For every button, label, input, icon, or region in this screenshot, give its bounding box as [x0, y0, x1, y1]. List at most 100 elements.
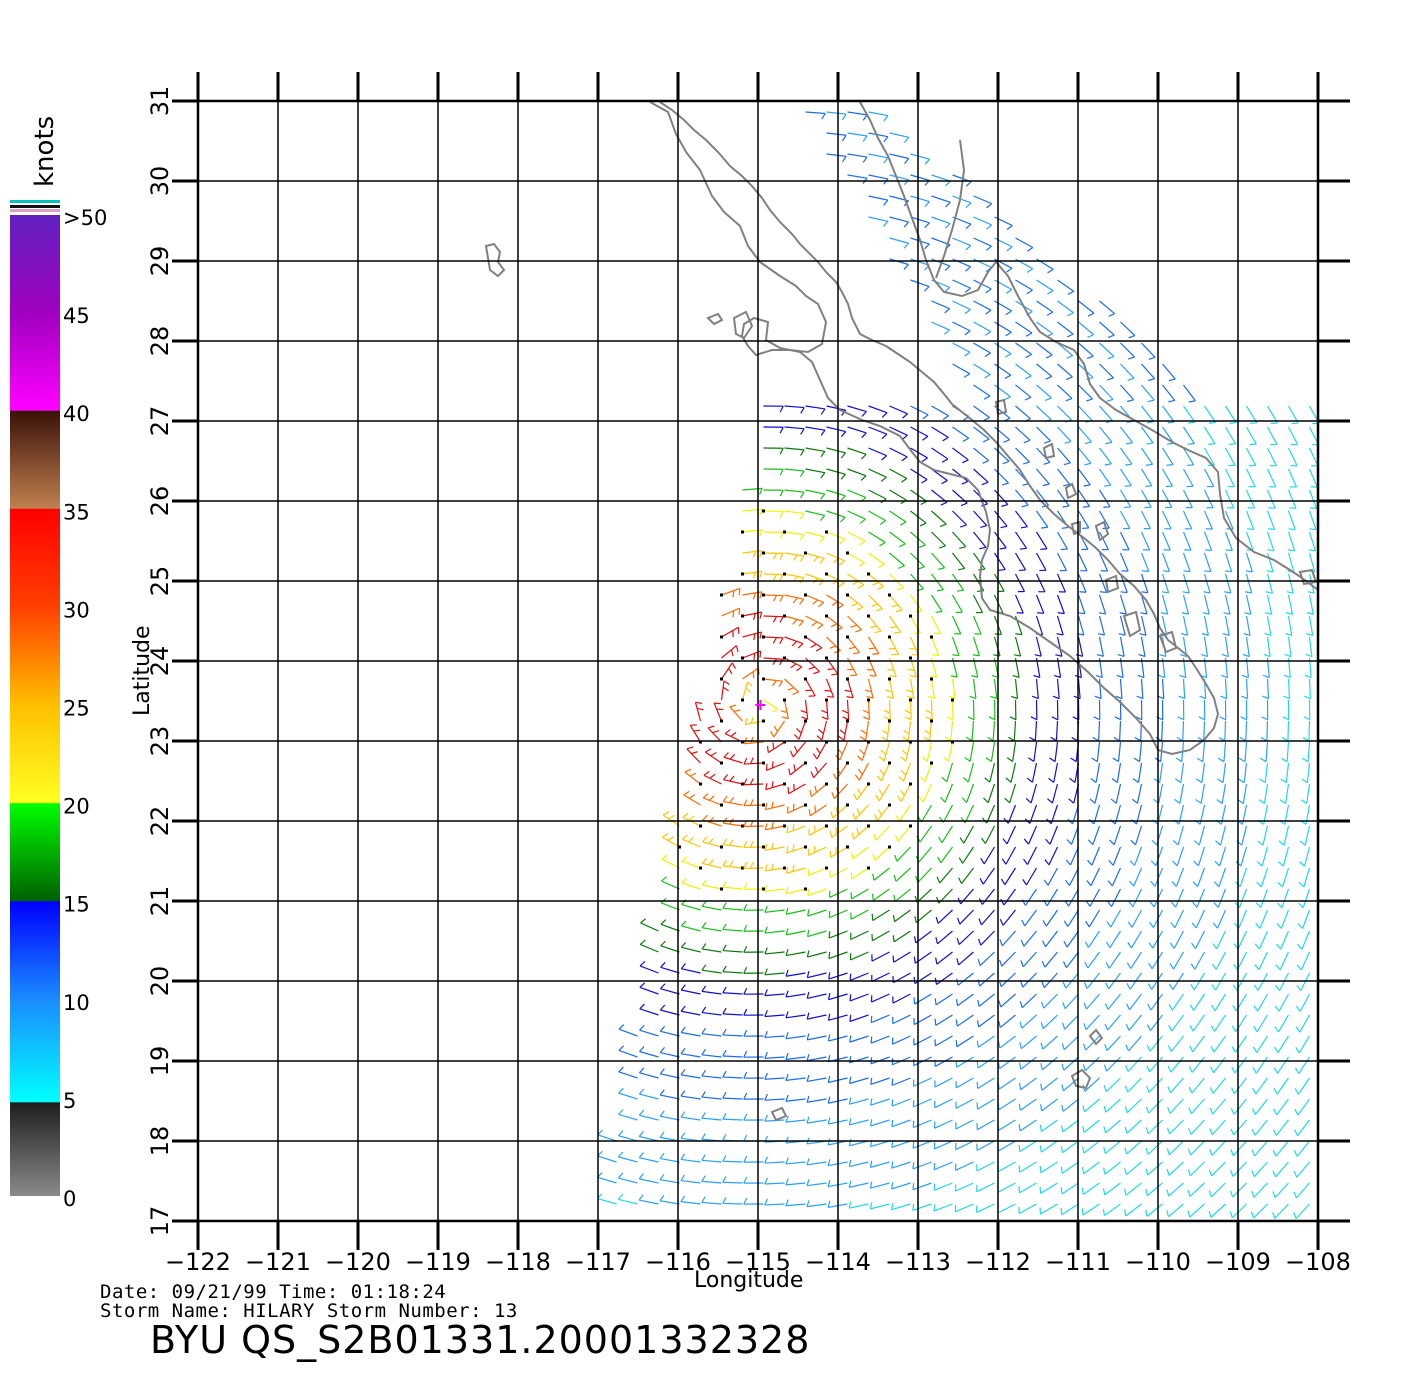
wind-barb [1179, 674, 1186, 679]
wind-barb [808, 666, 816, 670]
wind-barb [1081, 1167, 1085, 1174]
wind-barb [785, 887, 789, 894]
wind-barb [701, 1117, 722, 1121]
wind-barb [925, 716, 933, 721]
wind-barb [1296, 1182, 1310, 1199]
wind-barb [1180, 653, 1187, 658]
wind-barb [744, 718, 748, 725]
wind-barb [1232, 1182, 1247, 1198]
wind-barb [1047, 798, 1053, 804]
wind-barb [722, 774, 729, 781]
wind-barb [1182, 573, 1190, 594]
wind-barb [973, 531, 987, 548]
wind-barb [900, 789, 905, 796]
wind-barb [849, 1119, 869, 1126]
wind-barb [1149, 1056, 1163, 1073]
wind-barb [1045, 930, 1058, 948]
wind-barb [1190, 963, 1196, 970]
wind-barb [1036, 342, 1053, 356]
wind-barb [842, 716, 849, 721]
wind-barb [1107, 880, 1113, 887]
wind-barb [618, 1156, 638, 1163]
wind-barb [1071, 736, 1078, 742]
wind-barb [1015, 510, 1028, 528]
rain-flag [762, 887, 765, 891]
wind-barb [1245, 594, 1252, 615]
wind-barb [952, 195, 972, 204]
wind-barb [765, 804, 785, 811]
wind-barb [723, 752, 729, 758]
wind-barb [847, 153, 868, 158]
wind-barb [1106, 941, 1111, 949]
wind-barb [721, 645, 737, 659]
wind-barb [659, 1195, 665, 1202]
wind-barb [857, 768, 863, 775]
wind-barb [1036, 510, 1049, 528]
rain-flag [909, 782, 912, 786]
wind-barb [772, 616, 778, 623]
wind-barb [659, 1110, 665, 1117]
wind-barb [1084, 961, 1089, 969]
wind-barb [849, 1014, 852, 1022]
wind-barb [951, 636, 960, 656]
wind-barb [785, 1094, 789, 1102]
wind-barb [1208, 1210, 1212, 1218]
wind-barb [893, 874, 897, 882]
wind-barb [965, 245, 972, 251]
wind-barb [815, 647, 823, 652]
wind-barb [1078, 612, 1086, 615]
rain-flag [720, 845, 723, 849]
wind-barb [944, 265, 951, 272]
wind-barb [1196, 778, 1203, 784]
wind-barb [1154, 867, 1164, 887]
wind-barb [1224, 468, 1235, 487]
wind-barb [1162, 570, 1170, 573]
wind-barb [1083, 484, 1091, 487]
wind-barb [639, 961, 646, 967]
wind-barb [747, 681, 753, 687]
wind-barb [723, 800, 743, 806]
wind-barb [921, 457, 928, 463]
wind-barb [937, 909, 953, 924]
wind-barb [944, 308, 951, 314]
wind-barb [1077, 510, 1090, 529]
wind-barb [680, 1026, 686, 1033]
wind-barb [805, 552, 825, 560]
wind-barb [1062, 1140, 1079, 1154]
wind-barb [690, 724, 697, 726]
wind-barb [689, 772, 697, 777]
wind-barb [1117, 741, 1122, 762]
wind-barb [1261, 846, 1269, 867]
wind-barb [1013, 720, 1017, 741]
wind-barb [878, 755, 885, 762]
wind-barb [722, 965, 727, 972]
wind-barb [1000, 878, 1006, 885]
wind-barb [1213, 1035, 1226, 1053]
wind-barb [1044, 859, 1050, 866]
wind-barb [827, 695, 834, 698]
wind-barb [1103, 1167, 1106, 1175]
wind-barb [994, 321, 1012, 333]
wind-barb [701, 1096, 722, 1100]
wind-barb [1153, 778, 1161, 784]
wind-barb [862, 709, 870, 714]
wind-barb [1083, 1161, 1100, 1175]
wind-barb [1189, 1182, 1205, 1197]
wind-barb [1031, 762, 1038, 783]
wind-barb [617, 1151, 624, 1158]
wind-barb [1306, 762, 1311, 783]
wind-barb [805, 111, 826, 115]
wind-barb [980, 857, 985, 865]
wind-barb [915, 610, 923, 613]
wind-barb [1140, 468, 1153, 487]
wind-barb [1166, 1148, 1170, 1155]
wind-barb [1272, 1129, 1277, 1136]
wind-barb [680, 1179, 701, 1184]
wind-barb [1287, 447, 1298, 467]
wind-barb [659, 1047, 665, 1053]
wind-barb [818, 601, 825, 608]
wind-barb [772, 552, 778, 560]
wind-barb [1114, 716, 1122, 721]
wind-barb [1068, 867, 1080, 886]
wind-barb [976, 1081, 979, 1089]
